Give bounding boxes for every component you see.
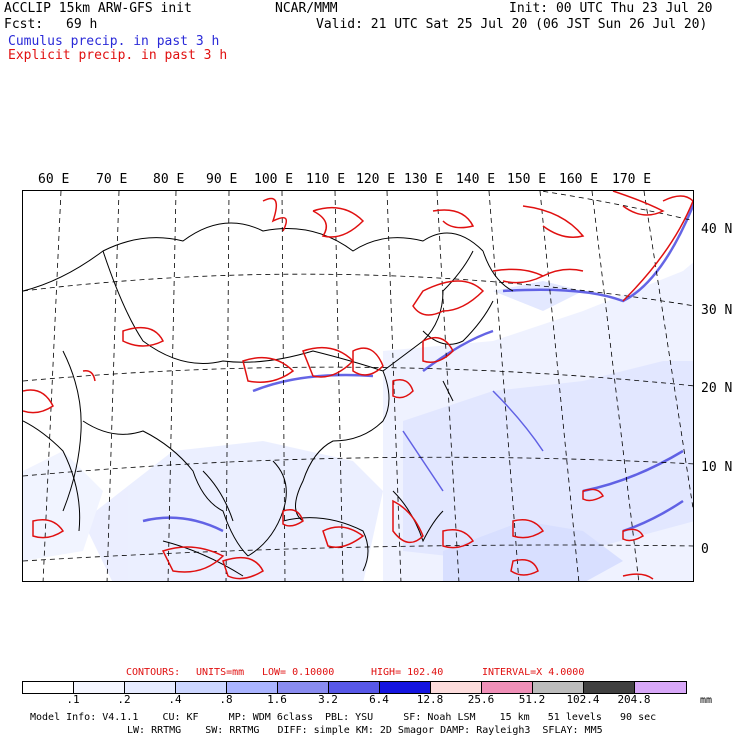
- cumulus-precip-legend: Cumulus precip. in past 3 h: [8, 34, 220, 49]
- legend-tick: 102.4: [566, 693, 600, 706]
- model-title: ACCLIP 15km ARW-GFS init: [4, 1, 192, 16]
- precip-color-legend: [22, 681, 687, 694]
- legend-tick: .1: [66, 693, 80, 706]
- lon-label: 80 E: [153, 172, 185, 187]
- legend-swatch: [431, 682, 482, 693]
- legend-tick: 25.6: [467, 693, 495, 706]
- lat-lon-grid: [23, 191, 693, 581]
- model-info-line2: LW: RRTMG SW: RRTMG DIFF: simple KM: 2D …: [127, 725, 603, 736]
- lon-label: 120 E: [356, 172, 396, 187]
- contours-units: UNITS=mm: [196, 667, 245, 678]
- legend-swatch: [278, 682, 329, 693]
- legend-swatch: [23, 682, 74, 693]
- lon-label: 170 E: [612, 172, 652, 187]
- legend-swatch: [482, 682, 533, 693]
- lon-label: 110 E: [306, 172, 346, 187]
- lat-label: 20 N: [701, 381, 733, 396]
- lon-label: 140 E: [456, 172, 496, 187]
- lon-label: 160 E: [559, 172, 599, 187]
- explicit-precip-field: [23, 191, 693, 580]
- lon-label: 60 E: [38, 172, 70, 187]
- legend-tick: .2: [117, 693, 131, 706]
- contours-low: LOW= 0.10000: [262, 667, 335, 678]
- lon-label: 130 E: [404, 172, 444, 187]
- legend-tick: 1.6: [267, 693, 287, 706]
- legend-swatch: [227, 682, 278, 693]
- legend-swatch: [635, 682, 686, 693]
- legend-swatch: [380, 682, 431, 693]
- coastlines: [23, 222, 514, 577]
- explicit-precip-legend: Explicit precip. in past 3 h: [8, 48, 228, 63]
- legend-tick: 204.8: [617, 693, 651, 706]
- model-info-line1: Model Info: V4.1.1 CU: KF MP: WDM 6class…: [30, 712, 657, 723]
- lat-label: 30 N: [701, 303, 733, 318]
- forecast-hour-value: 69 h: [66, 17, 98, 32]
- lon-label: 70 E: [96, 172, 128, 187]
- valid-time: Valid: 21 UTC Sat 25 Jul 20 (06 JST Sun …: [316, 17, 708, 32]
- contours-label: CONTOURS:: [126, 667, 181, 678]
- legend-tick: 6.4: [369, 693, 389, 706]
- legend-unit: mm: [700, 695, 713, 706]
- legend-swatch: [533, 682, 584, 693]
- legend-tick: 12.8: [416, 693, 444, 706]
- center-name: NCAR/MMM: [275, 1, 338, 16]
- lon-label: 100 E: [254, 172, 294, 187]
- legend-tick: 51.2: [518, 693, 546, 706]
- legend-swatch: [584, 682, 635, 693]
- lat-label: 10 N: [701, 460, 733, 475]
- contours-high: HIGH= 102.40: [371, 667, 444, 678]
- lon-label: 150 E: [507, 172, 547, 187]
- legend-swatch: [74, 682, 125, 693]
- init-time: Init: 00 UTC Thu 23 Jul 20: [509, 1, 713, 16]
- lon-label: 90 E: [206, 172, 238, 187]
- lat-label: 40 N: [701, 222, 733, 237]
- legend-tick: .4: [168, 693, 182, 706]
- legend-tick: 3.2: [318, 693, 338, 706]
- contours-interval: INTERVAL=X 4.0000: [482, 667, 585, 678]
- map-canvas: [23, 191, 693, 581]
- legend-swatch: [125, 682, 176, 693]
- legend-tick: .8: [219, 693, 233, 706]
- lat-label: 0: [701, 542, 709, 557]
- precipitation-map: [22, 190, 694, 582]
- legend-swatch: [176, 682, 227, 693]
- forecast-hour-label: Fcst:: [4, 17, 44, 32]
- cumulus-precip-field: [23, 262, 693, 581]
- legend-swatch: [329, 682, 380, 693]
